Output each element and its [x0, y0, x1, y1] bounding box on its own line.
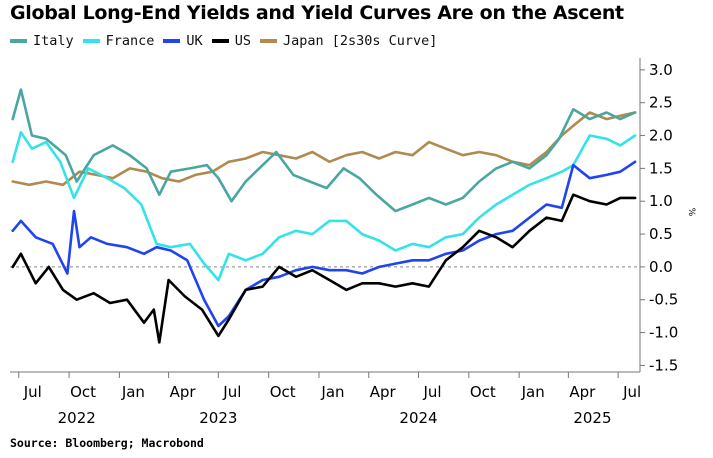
x-tick-label: Jul: [622, 383, 641, 401]
legend-item-us: US: [211, 33, 251, 49]
x-tick-label: Oct: [270, 383, 296, 401]
legend-swatch-uk: [163, 39, 181, 43]
x-tick-label: Jan: [320, 383, 344, 401]
x-tick-label: Jan: [521, 383, 545, 401]
y-tick-label: -1.0: [649, 324, 678, 342]
y-tick-label: 0.5: [649, 225, 673, 243]
x-tick-label: Apr: [170, 383, 197, 401]
legend-swatch-japan: [259, 39, 277, 43]
y-tick-label: 3.0: [649, 61, 673, 79]
y-tick-label: 1.5: [649, 159, 673, 177]
legend-swatch-us: [211, 39, 229, 43]
x-tick-label: Oct: [470, 383, 496, 401]
x-tick-label: Jul: [222, 383, 241, 401]
legend-swatch-france: [82, 39, 100, 43]
x-year-label: 2024: [399, 409, 437, 427]
series-line-us: [11, 193, 637, 344]
legend-item-france: France: [82, 33, 155, 49]
y-tick-label: -1.5: [649, 356, 678, 374]
x-year-label: 2023: [199, 409, 237, 427]
legend-label-uk: UK: [186, 33, 203, 49]
x-tick-label: Jan: [121, 383, 145, 401]
legend-item-italy: Italy: [10, 33, 74, 49]
series-line-france: [11, 131, 637, 282]
x-tick-label: Apr: [370, 383, 397, 401]
legend-item-japan: Japan [2s30s Curve]: [259, 33, 438, 49]
chart-title: Global Long-End Yields and Yield Curves …: [10, 2, 624, 24]
x-tick-label: Oct: [70, 383, 96, 401]
series-line-uk: [11, 160, 637, 328]
x-tick-label: Jul: [422, 383, 441, 401]
x-year-label: 2022: [58, 409, 96, 427]
y-tick-label: 0.0: [649, 258, 673, 276]
x-tick-label: Apr: [569, 383, 596, 401]
legend-label-japan: Japan [2s30s Curve]: [282, 33, 438, 49]
series-line-italy: [11, 88, 637, 213]
y-tick-label: -0.5: [649, 291, 678, 309]
y-tick-label: 2.0: [649, 127, 673, 145]
legend-item-uk: UK: [163, 33, 203, 49]
legend-label-italy: Italy: [33, 33, 74, 49]
legend-swatch-italy: [10, 39, 27, 43]
legend: Italy France UK US Japan [2s30s Curve]: [10, 33, 437, 49]
x-tick-label: Jul: [23, 383, 42, 401]
legend-label-france: France: [105, 33, 155, 49]
x-year-label: 2025: [573, 409, 611, 427]
y-tick-label: 1.0: [649, 192, 673, 210]
y-axis-unit-label: %: [686, 208, 696, 217]
y-tick-label: 2.5: [649, 94, 673, 112]
series-line-japan: [11, 111, 637, 187]
source-note: Source: Bloomberg; Macrobond: [10, 436, 204, 450]
legend-label-us: US: [234, 33, 251, 49]
